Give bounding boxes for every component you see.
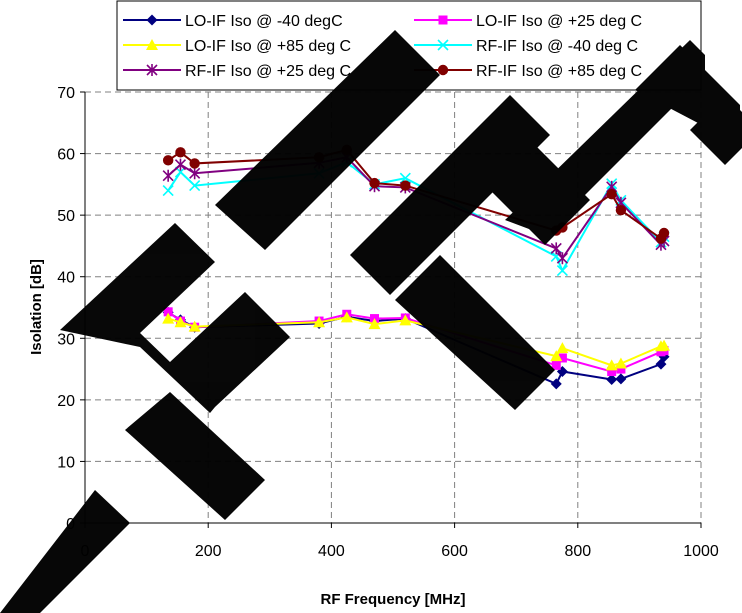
data-point xyxy=(616,205,626,215)
x-tick-label: 200 xyxy=(195,543,222,560)
data-point xyxy=(659,228,669,238)
data-point xyxy=(175,147,185,157)
y-axis-title: Isolation [dB] xyxy=(28,259,45,355)
y-tick-label: 10 xyxy=(57,454,75,471)
watermark-stroke xyxy=(0,490,130,613)
legend-swatch-marker xyxy=(439,16,448,25)
legend-label: RF-IF Iso @ +85 deg C xyxy=(476,63,642,80)
data-point xyxy=(163,155,173,165)
y-tick-label: 20 xyxy=(57,393,75,410)
y-tick-label: 30 xyxy=(57,331,75,348)
legend-label: LO-IF Iso @ +25 deg C xyxy=(476,13,642,30)
legend-swatch-marker xyxy=(438,65,448,75)
data-point xyxy=(369,178,379,188)
data-point xyxy=(400,180,410,190)
legend-label: RF-IF Iso @ +25 deg C xyxy=(185,63,351,80)
y-tick-label: 70 xyxy=(57,85,75,102)
legend-label: LO-IF Iso @ +85 deg C xyxy=(185,38,351,55)
y-tick-label: 40 xyxy=(57,270,75,287)
legend-label: RF-IF Iso @ -40 deg C xyxy=(476,38,638,55)
x-tick-label: 400 xyxy=(318,543,345,560)
x-tick-label: 600 xyxy=(441,543,468,560)
x-tick-label: 1000 xyxy=(683,543,719,560)
data-point xyxy=(189,158,199,168)
x-axis-title: RF Frequency [MHz] xyxy=(320,591,465,608)
legend-label: LO-IF Iso @ -40 degC xyxy=(185,13,343,30)
y-tick-label: 50 xyxy=(57,208,75,225)
data-point xyxy=(606,189,616,199)
x-tick-label: 800 xyxy=(564,543,591,560)
y-tick-label: 60 xyxy=(57,147,75,164)
